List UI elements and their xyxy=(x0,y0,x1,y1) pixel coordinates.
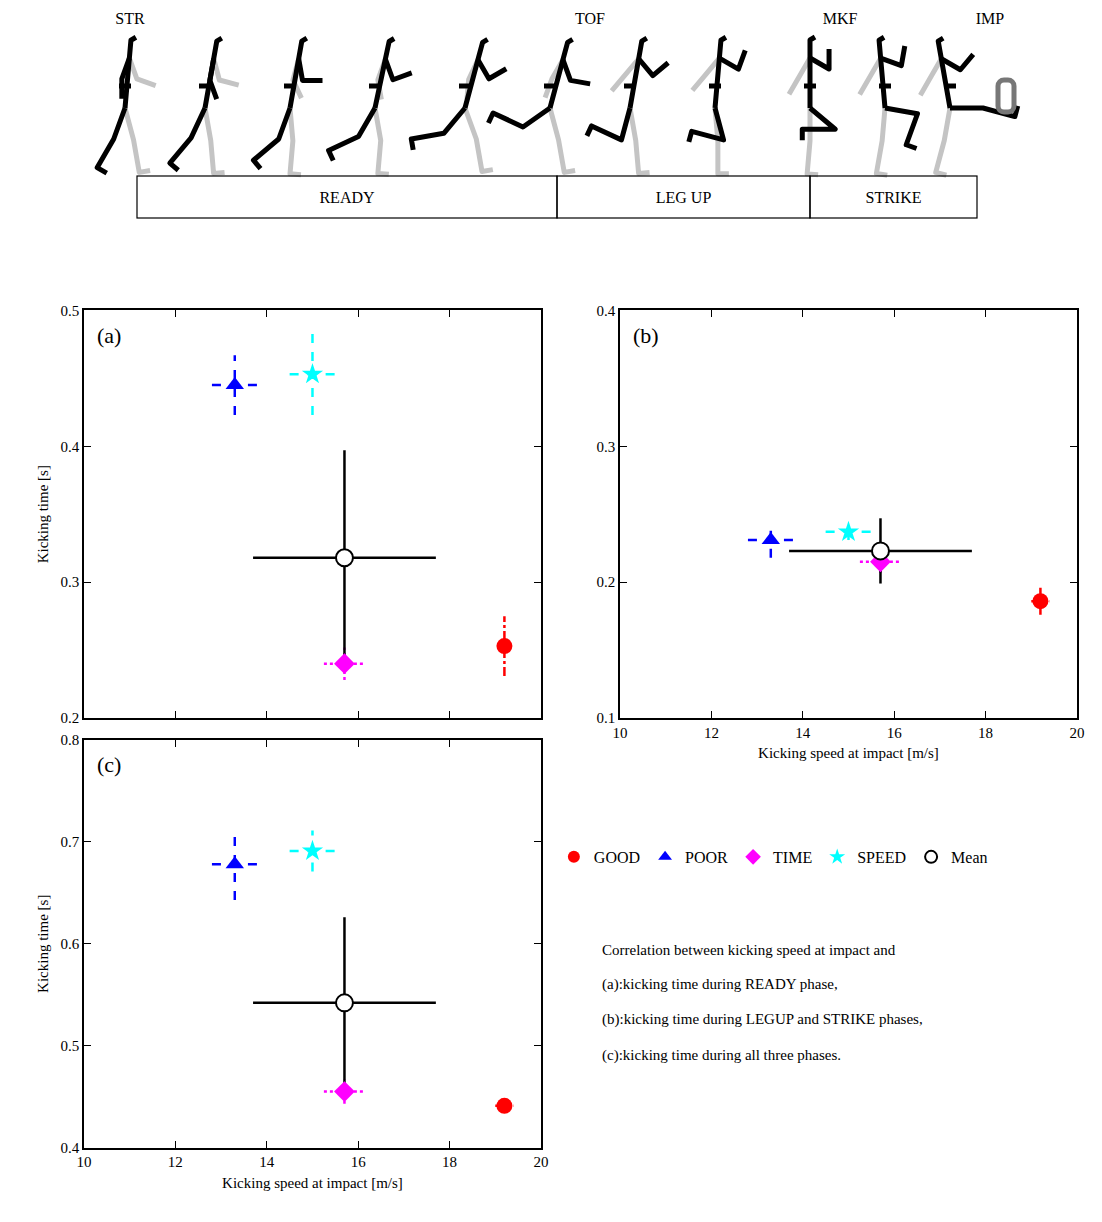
svg-text:0.3: 0.3 xyxy=(596,439,615,455)
svg-text:0.3: 0.3 xyxy=(60,574,79,590)
svg-text:0.8: 0.8 xyxy=(60,732,79,748)
svg-text:10: 10 xyxy=(76,1154,91,1170)
svg-text:TOF: TOF xyxy=(575,10,605,27)
svg-text:POOR: POOR xyxy=(685,849,728,866)
svg-text:0.7: 0.7 xyxy=(60,834,79,850)
svg-text:LEG UP: LEG UP xyxy=(656,189,712,206)
svg-text:14: 14 xyxy=(795,725,811,741)
svg-text:0.5: 0.5 xyxy=(60,1038,79,1054)
svg-text:Mean: Mean xyxy=(951,849,987,866)
svg-text:STRIKE: STRIKE xyxy=(866,189,922,206)
svg-text:0.6: 0.6 xyxy=(60,936,79,952)
svg-text:12: 12 xyxy=(168,1154,183,1170)
svg-text:(c): (c) xyxy=(97,752,121,777)
svg-text:(a): (a) xyxy=(97,323,121,348)
svg-text:READY: READY xyxy=(319,189,375,206)
svg-text:SPEED: SPEED xyxy=(857,849,906,866)
svg-text:14: 14 xyxy=(259,1154,275,1170)
svg-text:STR: STR xyxy=(115,10,145,27)
svg-text:Kicking speed at impact [m/s]: Kicking speed at impact [m/s] xyxy=(758,745,939,761)
svg-text:12: 12 xyxy=(704,725,719,741)
svg-text:20: 20 xyxy=(1069,725,1084,741)
svg-text:MKF: MKF xyxy=(823,10,858,27)
svg-text:0.4: 0.4 xyxy=(596,303,615,319)
svg-text:Kicking speed at impact [m/s]: Kicking speed at impact [m/s] xyxy=(222,1175,403,1191)
svg-text:0.2: 0.2 xyxy=(60,710,79,726)
svg-text:0.1: 0.1 xyxy=(596,710,615,726)
svg-text:16: 16 xyxy=(887,725,903,741)
svg-text:IMP: IMP xyxy=(976,10,1005,27)
svg-text:16: 16 xyxy=(351,1154,367,1170)
svg-text:(b):kicking time during LEGUP: (b):kicking time during LEGUP and STRIKE… xyxy=(602,1011,923,1028)
svg-text:(b): (b) xyxy=(633,323,659,348)
svg-text:10: 10 xyxy=(612,725,627,741)
svg-text:Kicking time [s]: Kicking time [s] xyxy=(35,465,51,563)
svg-text:Correlation between kicking sp: Correlation between kicking speed at imp… xyxy=(602,942,896,958)
svg-text:(a):kicking time during READY: (a):kicking time during READY phase, xyxy=(602,976,838,993)
svg-text:GOOD: GOOD xyxy=(594,849,640,866)
svg-text:0.5: 0.5 xyxy=(60,303,79,319)
svg-text:18: 18 xyxy=(442,1154,457,1170)
svg-text:0.4: 0.4 xyxy=(60,439,79,455)
svg-text:18: 18 xyxy=(978,725,993,741)
svg-text:Kicking time [s]: Kicking time [s] xyxy=(35,895,51,993)
svg-text:0.4: 0.4 xyxy=(60,1140,79,1156)
svg-text:(c):kicking time during all th: (c):kicking time during all three phases… xyxy=(602,1047,841,1064)
svg-text:20: 20 xyxy=(533,1154,548,1170)
svg-text:TIME: TIME xyxy=(773,849,812,866)
svg-text:0.2: 0.2 xyxy=(596,574,615,590)
